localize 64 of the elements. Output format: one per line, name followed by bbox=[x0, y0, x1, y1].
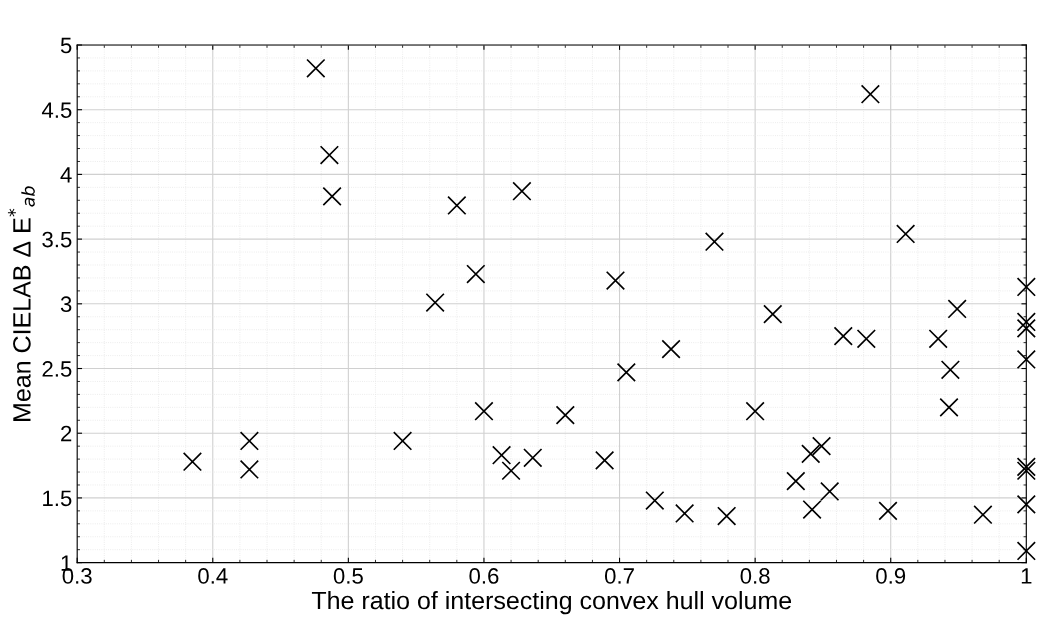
point bbox=[392, 431, 413, 451]
point bbox=[322, 186, 342, 207]
point bbox=[820, 481, 840, 502]
x-axis-title: The ratio of intersecting convex hull volume bbox=[311, 590, 792, 615]
y-tick-label: 1.5 bbox=[43, 490, 72, 507]
y-tick-label: 5 bbox=[60, 37, 72, 54]
y-tick-label: 2.5 bbox=[42, 361, 72, 377]
point bbox=[856, 329, 876, 349]
point bbox=[947, 299, 967, 319]
x-tick-label: 0.8 bbox=[740, 568, 770, 584]
point bbox=[860, 84, 881, 104]
point bbox=[939, 397, 959, 417]
point bbox=[595, 450, 615, 471]
point bbox=[501, 461, 521, 481]
point bbox=[763, 304, 783, 324]
point bbox=[306, 58, 326, 78]
point bbox=[878, 501, 898, 521]
point bbox=[425, 292, 445, 313]
point bbox=[1016, 494, 1036, 515]
point bbox=[745, 401, 765, 421]
point bbox=[717, 506, 737, 526]
point bbox=[1016, 349, 1036, 370]
point bbox=[801, 444, 821, 464]
point bbox=[447, 195, 467, 216]
y-tick-label: 2 bbox=[61, 425, 72, 442]
point bbox=[833, 326, 853, 346]
point bbox=[474, 401, 494, 421]
x-tick-label: 1 bbox=[1021, 568, 1032, 584]
y-tick-label: 3.5 bbox=[42, 231, 72, 248]
point bbox=[896, 224, 916, 244]
x-tick-label: 0.9 bbox=[876, 568, 906, 584]
point bbox=[1016, 541, 1036, 561]
point bbox=[811, 436, 832, 456]
point bbox=[523, 448, 543, 468]
point bbox=[928, 329, 948, 349]
point bbox=[940, 360, 961, 380]
point bbox=[182, 452, 203, 472]
point bbox=[645, 490, 665, 511]
y-tick-label: 4.5 bbox=[41, 102, 72, 118]
point bbox=[239, 431, 260, 451]
point bbox=[973, 505, 993, 525]
y-tick-label: 3 bbox=[60, 296, 72, 313]
y-tick-label: 4 bbox=[60, 167, 72, 183]
point bbox=[239, 459, 260, 480]
point bbox=[1016, 318, 1036, 339]
point bbox=[675, 503, 695, 524]
point bbox=[704, 232, 725, 252]
x-tick-label: 0.4 bbox=[198, 568, 228, 584]
point bbox=[616, 362, 636, 383]
point bbox=[786, 471, 806, 491]
point bbox=[466, 264, 486, 284]
point bbox=[512, 181, 532, 201]
point bbox=[661, 339, 681, 359]
point bbox=[319, 145, 339, 165]
x-tick-label: 0.5 bbox=[333, 568, 363, 584]
x-tick-label: 0.7 bbox=[604, 568, 634, 584]
point bbox=[555, 405, 575, 425]
point bbox=[1016, 277, 1036, 297]
point bbox=[605, 270, 626, 291]
x-tick-label: 0.6 bbox=[469, 568, 499, 584]
y-axis-title: Mean CIELAB Δ E$^{*}$$_{ab}$ bbox=[7, 186, 35, 421]
point bbox=[1016, 312, 1036, 332]
point bbox=[491, 445, 512, 465]
point bbox=[802, 499, 822, 520]
